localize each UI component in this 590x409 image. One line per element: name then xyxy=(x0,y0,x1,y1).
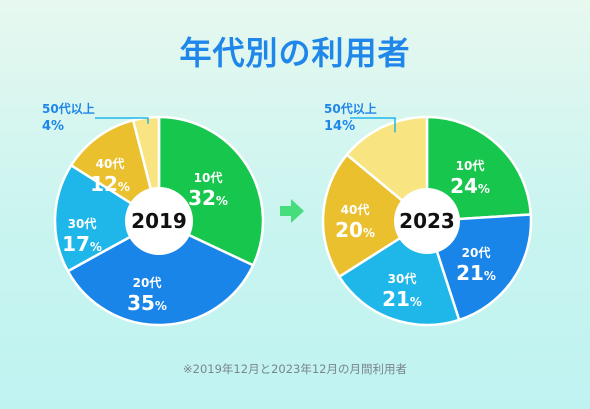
slice-name-2019-4: 50代以上 xyxy=(42,101,95,116)
slice-value-number-2019-3: 12 xyxy=(90,172,118,196)
slice-value-number-2023-3: 20 xyxy=(335,218,363,242)
slice-name-2023-4: 50代以上 xyxy=(324,101,377,116)
slice-value-2023-2: 21% xyxy=(382,287,422,311)
slice-value-unit-2023-2: % xyxy=(410,295,422,309)
slice-value-2023-1: 21% xyxy=(456,261,496,285)
slice-value-number-2023-1: 21 xyxy=(456,261,484,285)
leader-line-2019 xyxy=(95,117,149,124)
pie-slice-2023-3 xyxy=(321,153,429,278)
slice-value-unit-2019-0: % xyxy=(216,194,228,208)
slice-value-number-2019-4: 4% xyxy=(42,119,64,134)
slice-name-2023-1: 20代 xyxy=(462,245,491,260)
slice-value-2019-4: 4% xyxy=(42,119,64,134)
slice-value-number-2023-0: 24 xyxy=(450,174,478,198)
slice-value-unit-2019-3: % xyxy=(118,180,130,194)
pie-center-2019 xyxy=(125,187,193,255)
slice-value-number-2019-0: 32 xyxy=(188,186,216,210)
slice-value-unit-2019-2: % xyxy=(90,240,102,254)
page-title: 年代別の利用者 xyxy=(179,34,411,72)
slice-value-2023-0: 24% xyxy=(450,174,490,198)
year-label-2023: 2023 xyxy=(399,209,455,233)
slice-name-2019-3: 40代 xyxy=(96,156,125,171)
slice-value-unit-2023-0: % xyxy=(478,182,490,196)
slice-name-2023-3: 40代 xyxy=(341,202,370,217)
slice-value-2019-2: 17% xyxy=(62,232,102,256)
pie-slice-2023-0 xyxy=(425,115,533,223)
slice-value-2023-3: 20% xyxy=(335,218,375,242)
slice-value-unit-2019-1: % xyxy=(155,299,167,313)
slice-value-number-2023-2: 21 xyxy=(382,287,410,311)
slice-name-2019-0: 10代 xyxy=(194,170,223,185)
slice-name-2023-0: 10代 xyxy=(456,158,485,173)
slice-value-2023-4: 14% xyxy=(324,119,355,134)
slice-value-number-2023-4: 14% xyxy=(324,119,355,134)
year-label-2019: 2019 xyxy=(131,209,187,233)
slice-value-number-2019-2: 17 xyxy=(62,232,90,256)
slice-value-number-2019-1: 35 xyxy=(127,291,155,315)
footnote: ※2019年12月と2023年12月の月間利用者 xyxy=(183,362,407,376)
slice-name-2019-2: 30代 xyxy=(68,216,97,231)
pie-center-2023 xyxy=(394,188,460,254)
slice-value-2019-0: 32% xyxy=(188,186,228,210)
slice-name-2023-2: 30代 xyxy=(388,271,417,286)
slice-name-2019-1: 20代 xyxy=(133,275,162,290)
arrow-right-icon xyxy=(280,199,304,223)
slice-value-2019-3: 12% xyxy=(90,172,130,196)
leader-line-2023 xyxy=(350,117,396,133)
slice-value-2019-1: 35% xyxy=(127,291,167,315)
slice-value-unit-2023-3: % xyxy=(363,226,375,240)
slice-value-unit-2023-1: % xyxy=(484,269,496,283)
pie-slice-2019-2 xyxy=(53,164,161,273)
